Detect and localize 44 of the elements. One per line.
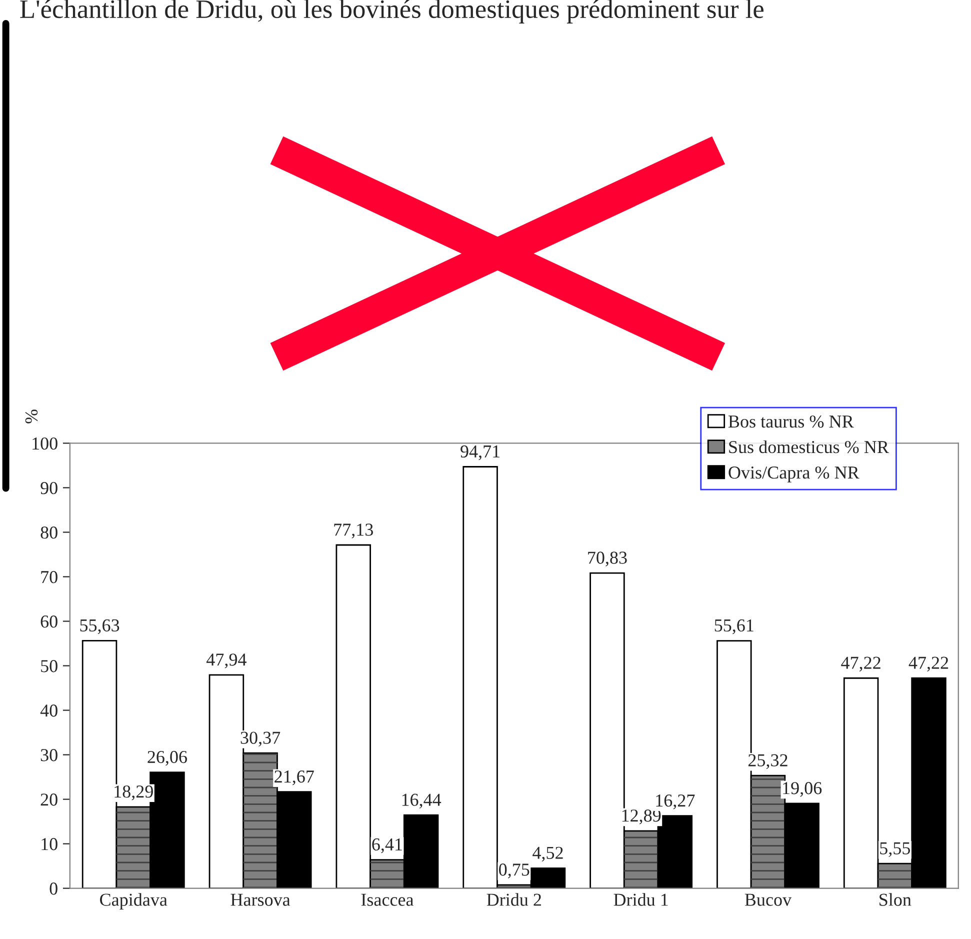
data-label: 0,75 xyxy=(499,864,530,878)
legend-label: Sus domesticus % NR xyxy=(729,440,889,454)
data-label: 47,22 xyxy=(908,656,948,672)
x-tick-label: Bucov xyxy=(744,894,792,906)
data-label: 18,29 xyxy=(114,785,153,800)
y-tick-label: 70 xyxy=(41,570,58,584)
data-label: 21,67 xyxy=(274,770,314,786)
y-axis-title: % xyxy=(25,410,38,424)
y-tick-label: 0 xyxy=(50,882,58,895)
y-tick-label: 10 xyxy=(42,838,58,850)
y-tick-label: 100 xyxy=(32,437,58,450)
x-tick-label: Capidava xyxy=(100,893,168,910)
y-tick-label: 40 xyxy=(40,704,58,717)
data-label: 55,61 xyxy=(714,619,754,634)
data-label: 55,63 xyxy=(80,619,120,634)
data-label: 16,27 xyxy=(656,794,695,810)
legend-label: Bos taurus % NR xyxy=(728,415,854,428)
data-label: 77,13 xyxy=(334,524,373,538)
y-tick-label: 50 xyxy=(41,660,58,672)
y-tick-label: 60 xyxy=(40,616,58,628)
x-tick-label: Dridu 1 xyxy=(614,893,668,906)
y-tick-label: 80 xyxy=(40,526,58,539)
data-label: 4,52 xyxy=(532,846,563,862)
data-label: 25,32 xyxy=(748,754,788,769)
x-tick-label: Isaccea xyxy=(361,894,414,906)
data-label: 47,94 xyxy=(206,654,246,668)
data-label: 16,44 xyxy=(402,794,442,808)
data-label: 30,37 xyxy=(240,732,280,746)
text: L'échantillon de Dridu, où les bovinés domestiques prédominent sur le xyxy=(20,0,764,24)
data-label: 5,55 xyxy=(880,842,910,857)
data-label: 47,22 xyxy=(841,656,880,672)
data-label: 12,89 xyxy=(622,810,661,824)
y-tick-label: 90 xyxy=(40,482,58,494)
data-label: 19,06 xyxy=(783,782,822,797)
y-tick-label: 20 xyxy=(40,794,58,806)
x-tick-label: Dridu 2 xyxy=(486,893,541,906)
data-label: 26,06 xyxy=(148,750,187,766)
x-tick-label: Harsova xyxy=(230,894,290,906)
data-label: 6,41 xyxy=(372,838,402,854)
data-label: 70,83 xyxy=(588,552,627,566)
y-tick-label: 30 xyxy=(40,749,58,762)
data-label: 94,71 xyxy=(460,445,500,460)
x-tick-label: Slon xyxy=(880,893,912,906)
legend-label: Ovis/Capra % NR xyxy=(728,466,860,482)
